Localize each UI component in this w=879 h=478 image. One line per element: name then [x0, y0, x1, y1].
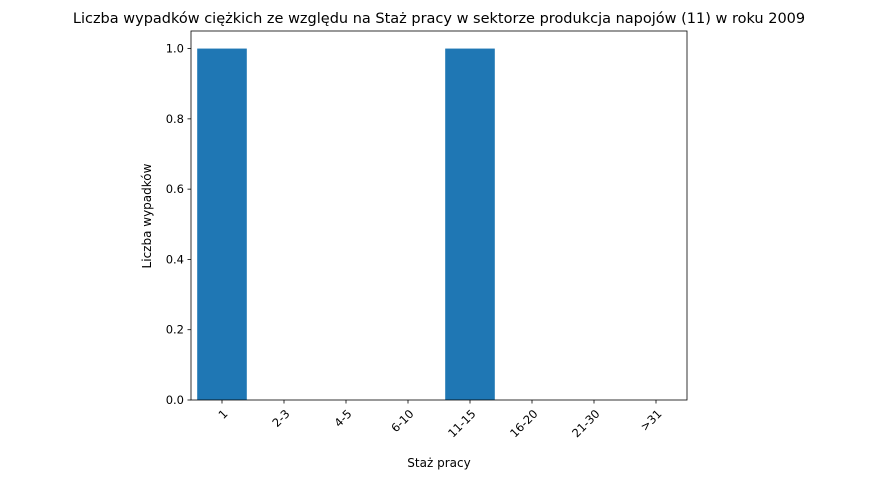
x-tick-label: 11-15: [445, 407, 479, 441]
y-tick-label: 0.0: [166, 393, 184, 407]
x-tick-label: 1: [216, 407, 231, 422]
y-tick-label: 1.0: [166, 42, 184, 56]
x-tick-label: >31: [638, 407, 665, 434]
y-tick-label: 0.6: [166, 182, 184, 196]
y-tick-label: 0.2: [166, 323, 184, 337]
bar-11-15: [445, 48, 495, 400]
x-tick-label: 2-3: [269, 407, 292, 430]
axes-frame: [190, 30, 688, 401]
x-tick-label: 4-5: [331, 407, 354, 430]
x-axis-label: Staż pracy: [407, 456, 470, 470]
x-tick-label: 21-30: [569, 407, 603, 441]
chart-title: Liczba wypadków ciężkich ze względu na S…: [73, 11, 805, 27]
y-tick-label: 0.4: [166, 252, 184, 266]
x-tick-label: 16-20: [507, 407, 541, 441]
plot-area: 0.0 0.2 0.4 0.6 0.8 1.0 1 2-3 4-5 6-10 11-15 16-20 2…: [166, 30, 688, 441]
y-axis-label: Liczba wypadków: [140, 163, 154, 268]
x-tick-label: 6-10: [388, 407, 416, 435]
y-tick-label: 0.8: [166, 112, 184, 126]
bar-1: [197, 48, 247, 400]
